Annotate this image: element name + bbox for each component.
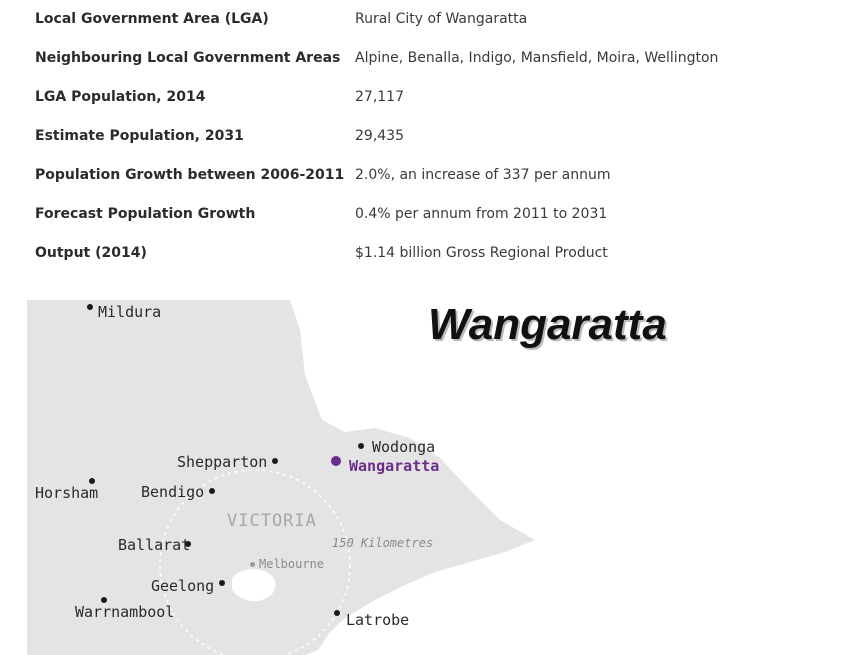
place-dot-wangaratta bbox=[331, 456, 341, 466]
place-label-wodonga: Wodonga bbox=[372, 438, 436, 456]
place-dot-bendigo bbox=[209, 488, 215, 494]
place-dot-wodonga bbox=[358, 443, 364, 449]
place-dot-warrnambool bbox=[101, 597, 107, 603]
info-row-population-2031: Estimate Population, 2031 29,435 bbox=[35, 117, 825, 156]
info-row-growth-2006-2011: Population Growth between 2006-2011 2.0%… bbox=[35, 156, 825, 195]
radius-ring bbox=[159, 469, 351, 655]
place-label-wangaratta: Wangaratta bbox=[349, 457, 440, 475]
region-label: VICTORIA bbox=[227, 511, 317, 531]
place-dot-shepparton bbox=[272, 458, 278, 464]
place-label-melbourne: Melbourne bbox=[259, 557, 325, 571]
info-label: Estimate Population, 2031 bbox=[35, 128, 244, 144]
info-row-neighbouring: Neighbouring Local Government Areas Alpi… bbox=[35, 39, 825, 78]
victoria-landmass bbox=[27, 300, 535, 655]
place-dot-geelong bbox=[219, 580, 225, 586]
info-label: LGA Population, 2014 bbox=[35, 89, 206, 105]
place-label-geelong: Geelong bbox=[151, 577, 215, 595]
place-label-ballarat: Ballarat bbox=[118, 536, 191, 554]
place-label-shepparton: Shepparton bbox=[177, 453, 268, 471]
info-value: 29,435 bbox=[355, 128, 404, 144]
place-dot-horsham bbox=[89, 478, 95, 484]
info-label: Forecast Population Growth bbox=[35, 206, 256, 222]
info-row-output-2014: Output (2014) $1.14 billion Gross Region… bbox=[35, 234, 825, 273]
port-phillip-bay bbox=[232, 569, 276, 602]
place-label-latrobe: Latrobe bbox=[346, 611, 410, 629]
place-label-mildura: Mildura bbox=[98, 303, 162, 321]
info-label: Local Government Area (LGA) bbox=[35, 11, 269, 27]
info-value: Rural City of Wangaratta bbox=[355, 11, 528, 27]
place-label-warrnambool: Warrnambool bbox=[75, 603, 175, 621]
map-title: Wangaratta bbox=[428, 300, 667, 349]
info-label: Population Growth between 2006-2011 bbox=[35, 167, 345, 183]
place-label-horsham: Horsham bbox=[35, 484, 99, 502]
place-dot-melbourne bbox=[250, 562, 255, 567]
info-value: 2.0%, an increase of 337 per annum bbox=[355, 167, 611, 183]
info-value: 27,117 bbox=[355, 89, 404, 105]
place-dot-ballarat bbox=[185, 541, 191, 547]
info-value: 0.4% per annum from 2011 to 2031 bbox=[355, 206, 608, 222]
info-row-forecast-growth: Forecast Population Growth 0.4% per annu… bbox=[35, 195, 825, 234]
info-row-lga: Local Government Area (LGA) Rural City o… bbox=[35, 0, 825, 39]
info-value: Alpine, Benalla, Indigo, Mansfield, Moir… bbox=[355, 50, 719, 66]
info-label: Output (2014) bbox=[35, 245, 147, 261]
place-dot-mildura bbox=[87, 304, 93, 310]
info-label: Neighbouring Local Government Areas bbox=[35, 50, 341, 66]
radius-label: 150 Kilometres bbox=[332, 536, 434, 550]
place-dot-latrobe bbox=[334, 610, 340, 616]
info-value: $1.14 billion Gross Regional Product bbox=[355, 245, 608, 261]
info-row-population-2014: LGA Population, 2014 27,117 bbox=[35, 78, 825, 117]
place-label-bendigo: Bendigo bbox=[141, 483, 205, 501]
